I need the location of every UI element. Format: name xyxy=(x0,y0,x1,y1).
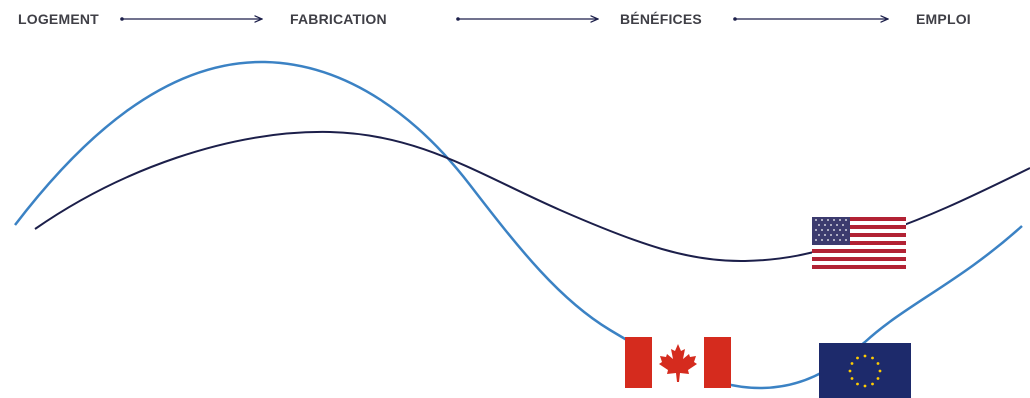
light-blue-wave-curve xyxy=(14,60,1023,390)
stage-label-logement: LOGEMENT xyxy=(18,11,99,27)
arrow-start-dot xyxy=(733,17,737,21)
canada-flag-icon xyxy=(625,337,731,388)
stage-arrows xyxy=(120,17,888,21)
stage-label-emploi: EMPLOI xyxy=(916,11,971,27)
stage-label-benefices: BÉNÉFICES xyxy=(620,11,702,27)
arrow-start-dot xyxy=(456,17,460,21)
arrow-start-dot xyxy=(120,17,124,21)
stage-label-fabrication: FABRICATION xyxy=(290,11,387,27)
european-union-flag-icon xyxy=(819,343,911,398)
united-states-flag-icon xyxy=(812,217,906,269)
